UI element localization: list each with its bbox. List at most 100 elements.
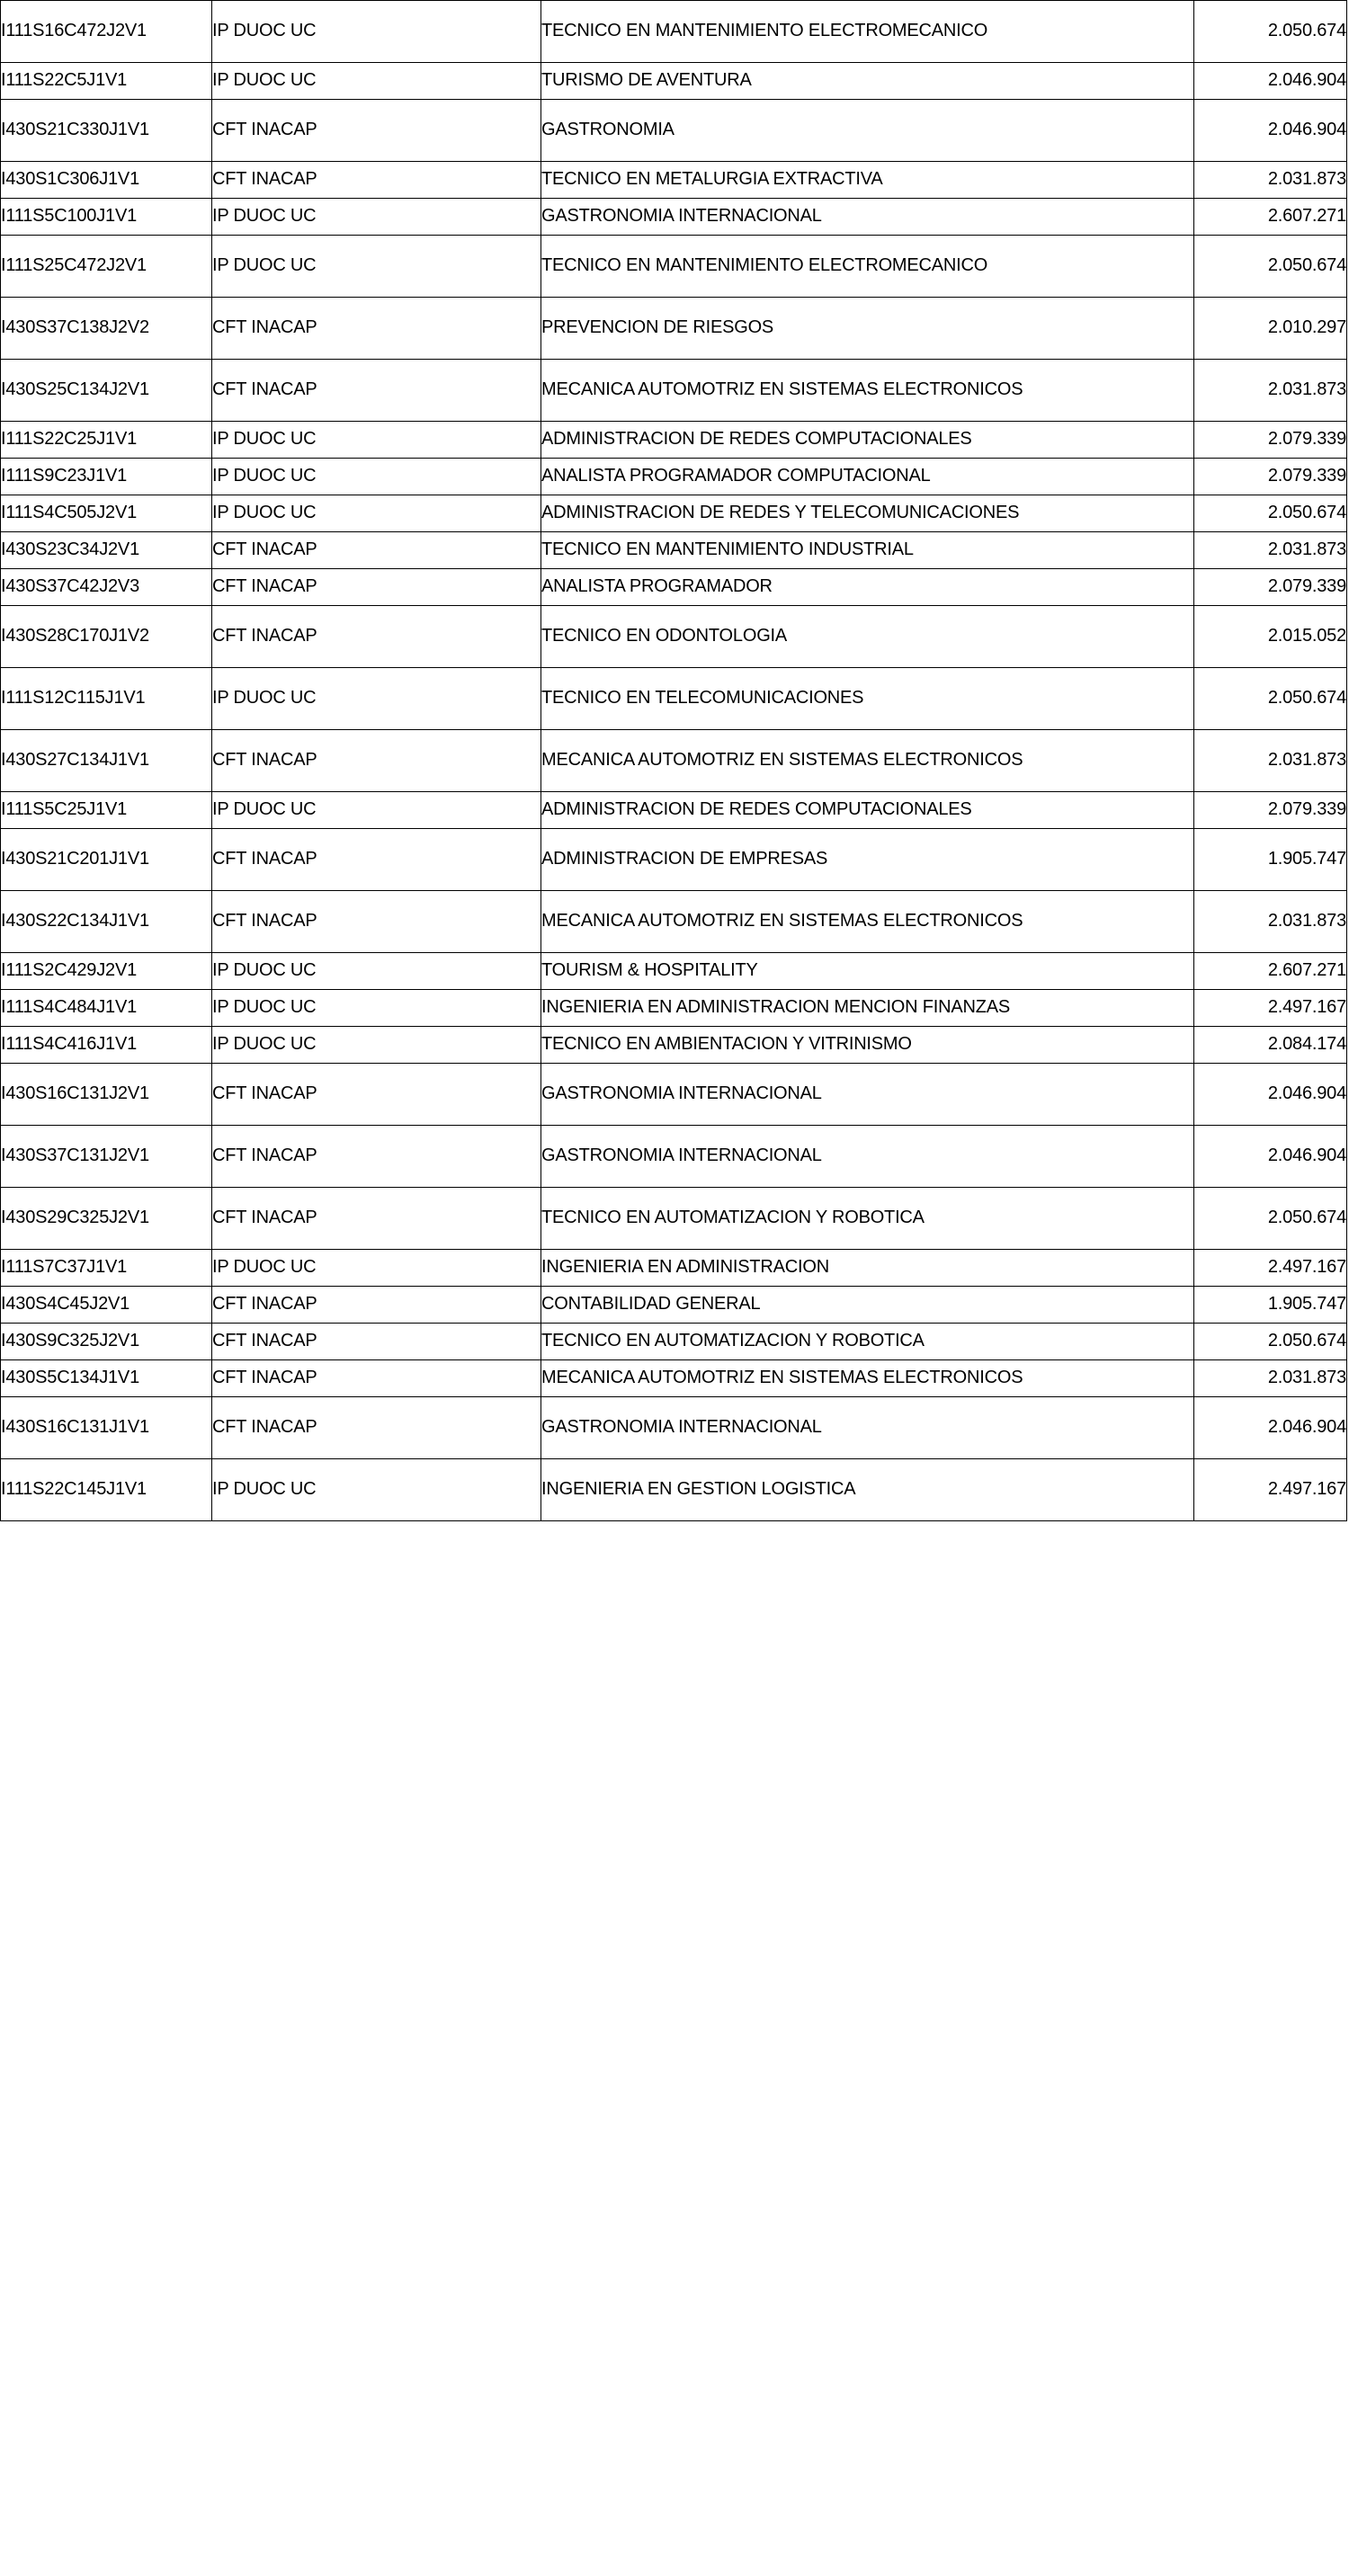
institution-cell: CFT INACAP xyxy=(211,890,541,953)
amount-cell: 2.046.904 xyxy=(1193,1396,1347,1459)
amount-cell: 2.015.052 xyxy=(1193,605,1347,668)
institution-cell: IP DUOC UC xyxy=(211,1458,541,1521)
table-row: I430S27C134J1V1 CFT INACAP MECANICA AUTOMO… xyxy=(0,729,1347,792)
program-code-cell: I430S1C306J1V1 xyxy=(0,161,212,199)
program-code-cell: I111S22C25J1V1 xyxy=(0,421,212,459)
table-row: I111S5C100J1V1 IP DUOC UC GASTRONOMIA INTE… xyxy=(0,198,1347,236)
program-name-cell: TECNICO EN METALURGIA EXTRACTIVA xyxy=(540,161,1194,199)
institution-cell: CFT INACAP xyxy=(211,1286,541,1324)
program-code-cell: I430S37C131J2V1 xyxy=(0,1125,212,1188)
program-code-cell: I430S4C45J2V1 xyxy=(0,1286,212,1324)
program-code-cell: I111S4C505J2V1 xyxy=(0,495,212,532)
program-name-cell: ANALISTA PROGRAMADOR COMPUTACIONAL xyxy=(540,458,1194,495)
table-row: I111S12C115J1V1 IP DUOC UC TECNICO EN TELE… xyxy=(0,667,1347,730)
institution-cell: CFT INACAP xyxy=(211,297,541,360)
table-row: I430S22C134J1V1 CFT INACAP MECANICA AUTOMO… xyxy=(0,890,1347,953)
program-name-cell: MECANICA AUTOMOTRIZ EN SISTEMAS ELECTRON… xyxy=(540,1359,1194,1397)
program-code-cell: I111S9C23J1V1 xyxy=(0,458,212,495)
amount-cell: 2.497.167 xyxy=(1193,989,1347,1027)
institution-cell: IP DUOC UC xyxy=(211,1026,541,1064)
program-name-cell: GASTRONOMIA INTERNACIONAL xyxy=(540,198,1194,236)
institution-cell: IP DUOC UC xyxy=(211,458,541,495)
program-name-cell: TECNICO EN AMBIENTACION Y VITRINISMO xyxy=(540,1026,1194,1064)
program-code-cell: I430S5C134J1V1 xyxy=(0,1359,212,1397)
program-name-cell: ADMINISTRACION DE REDES COMPUTACIONALES xyxy=(540,421,1194,459)
program-code-cell: I111S7C37J1V1 xyxy=(0,1249,212,1287)
amount-cell: 2.050.674 xyxy=(1193,495,1347,532)
program-name-cell: TECNICO EN MANTENIMIENTO ELECTROMECANICO xyxy=(540,235,1194,298)
institution-cell: IP DUOC UC xyxy=(211,791,541,829)
amount-cell: 2.050.674 xyxy=(1193,1323,1347,1360)
institution-cell: CFT INACAP xyxy=(211,359,541,422)
document-page: I111S16C472J2V1 IP DUOC UC TECNICO EN MANT… xyxy=(0,0,1347,1521)
institution-cell: IP DUOC UC xyxy=(211,0,541,63)
table-row: I111S16C472J2V1 IP DUOC UC TECNICO EN MANT… xyxy=(0,0,1347,63)
amount-cell: 2.607.271 xyxy=(1193,952,1347,990)
program-code-cell: I430S37C138J2V2 xyxy=(0,297,212,360)
institution-cell: IP DUOC UC xyxy=(211,198,541,236)
table-row: I111S25C472J2V1 IP DUOC UC TECNICO EN MANT… xyxy=(0,235,1347,298)
table-row: I111S9C23J1V1 IP DUOC UC ANALISTA PROGRAMA… xyxy=(0,458,1347,495)
program-name-cell: TECNICO EN AUTOMATIZACION Y ROBOTICA xyxy=(540,1187,1194,1250)
institution-cell: IP DUOC UC xyxy=(211,667,541,730)
institution-cell: CFT INACAP xyxy=(211,99,541,162)
institution-cell: CFT INACAP xyxy=(211,1323,541,1360)
program-code-cell: I111S4C416J1V1 xyxy=(0,1026,212,1064)
institution-cell: CFT INACAP xyxy=(211,605,541,668)
program-code-cell: I430S9C325J2V1 xyxy=(0,1323,212,1360)
amount-cell: 2.031.873 xyxy=(1193,890,1347,953)
program-name-cell: TECNICO EN MANTENIMIENTO ELECTROMECANICO xyxy=(540,0,1194,63)
institution-cell: IP DUOC UC xyxy=(211,495,541,532)
table-row: I111S4C484J1V1 IP DUOC UC INGENIERIA EN AD… xyxy=(0,989,1347,1027)
institution-cell: CFT INACAP xyxy=(211,531,541,569)
amount-cell: 2.079.339 xyxy=(1193,458,1347,495)
program-name-cell: MECANICA AUTOMOTRIZ EN SISTEMAS ELECTRON… xyxy=(540,359,1194,422)
institution-cell: IP DUOC UC xyxy=(211,989,541,1027)
amount-cell: 2.079.339 xyxy=(1193,421,1347,459)
amount-cell: 2.031.873 xyxy=(1193,729,1347,792)
amount-cell: 2.497.167 xyxy=(1193,1249,1347,1287)
program-name-cell: PREVENCION DE RIESGOS xyxy=(540,297,1194,360)
institution-cell: IP DUOC UC xyxy=(211,1249,541,1287)
program-code-cell: I430S23C34J2V1 xyxy=(0,531,212,569)
table-row: I430S1C306J1V1 CFT INACAP TECNICO EN METAL… xyxy=(0,161,1347,199)
program-code-cell: I430S16C131J2V1 xyxy=(0,1063,212,1126)
institution-cell: CFT INACAP xyxy=(211,1396,541,1459)
table-row: I430S4C45J2V1 CFT INACAP CONTABILIDAD GENE… xyxy=(0,1286,1347,1324)
table-row: I430S21C330J1V1 CFT INACAP GASTRONOMIA 2.04… xyxy=(0,99,1347,162)
institution-cell: CFT INACAP xyxy=(211,1187,541,1250)
amount-cell: 2.084.174 xyxy=(1193,1026,1347,1064)
program-code-cell: I430S22C134J1V1 xyxy=(0,890,212,953)
institution-cell: CFT INACAP xyxy=(211,729,541,792)
amount-cell: 2.050.674 xyxy=(1193,667,1347,730)
program-code-cell: I111S5C25J1V1 xyxy=(0,791,212,829)
table-row: I111S22C25J1V1 IP DUOC UC ADMINISTRACION D… xyxy=(0,421,1347,459)
table-row: I430S37C42J2V3 CFT INACAP ANALISTA PROGRAM… xyxy=(0,568,1347,606)
program-code-cell: I430S16C131J1V1 xyxy=(0,1396,212,1459)
table-row: I111S22C5J1V1 IP DUOC UC TURISMO DE AVENTU… xyxy=(0,62,1347,100)
table-row: I430S25C134J2V1 CFT INACAP MECANICA AUTOMO… xyxy=(0,359,1347,422)
amount-cell: 2.050.674 xyxy=(1193,0,1347,63)
table-row: I430S28C170J1V2 CFT INACAP TECNICO EN ODON… xyxy=(0,605,1347,668)
program-code-cell: I430S29C325J2V1 xyxy=(0,1187,212,1250)
institution-cell: IP DUOC UC xyxy=(211,421,541,459)
amount-cell: 2.050.674 xyxy=(1193,235,1347,298)
program-name-cell: GASTRONOMIA xyxy=(540,99,1194,162)
program-name-cell: INGENIERIA EN ADMINISTRACION xyxy=(540,1249,1194,1287)
table-row: I111S22C145J1V1 IP DUOC UC INGENIERIA EN G… xyxy=(0,1458,1347,1521)
amount-cell: 2.031.873 xyxy=(1193,1359,1347,1397)
program-code-cell: I111S22C145J1V1 xyxy=(0,1458,212,1521)
institution-cell: IP DUOC UC xyxy=(211,235,541,298)
program-code-cell: I430S37C42J2V3 xyxy=(0,568,212,606)
amount-cell: 2.497.167 xyxy=(1193,1458,1347,1521)
institution-cell: IP DUOC UC xyxy=(211,62,541,100)
amount-cell: 2.046.904 xyxy=(1193,1125,1347,1188)
program-code-cell: I111S16C472J2V1 xyxy=(0,0,212,63)
table-row: I430S29C325J2V1 CFT INACAP TECNICO EN AUTO… xyxy=(0,1187,1347,1250)
program-name-cell: GASTRONOMIA INTERNACIONAL xyxy=(540,1125,1194,1188)
program-code-cell: I430S21C201J1V1 xyxy=(0,828,212,891)
institution-cell: CFT INACAP xyxy=(211,1125,541,1188)
program-code-cell: I430S27C134J1V1 xyxy=(0,729,212,792)
table-row: I430S23C34J2V1 CFT INACAP TECNICO EN MANTE… xyxy=(0,531,1347,569)
program-name-cell: GASTRONOMIA INTERNACIONAL xyxy=(540,1396,1194,1459)
